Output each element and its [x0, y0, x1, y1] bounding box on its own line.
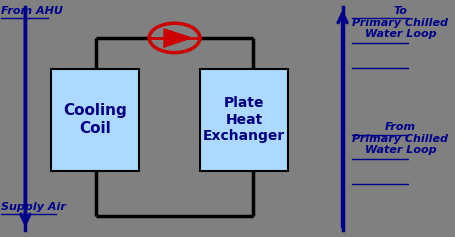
Text: Plate
Heat
Exchanger: Plate Heat Exchanger	[202, 96, 285, 143]
Text: Cooling
Coil: Cooling Coil	[63, 104, 126, 136]
Text: From AHU: From AHU	[1, 6, 62, 16]
FancyBboxPatch shape	[51, 69, 139, 171]
Text: To
Primary Chilled
Water Loop: To Primary Chilled Water Loop	[352, 6, 447, 39]
Polygon shape	[164, 29, 190, 46]
Text: From
Primary Chilled
Water Loop: From Primary Chilled Water Loop	[352, 122, 447, 155]
FancyBboxPatch shape	[200, 69, 288, 171]
Text: Supply Air: Supply Air	[1, 202, 66, 212]
